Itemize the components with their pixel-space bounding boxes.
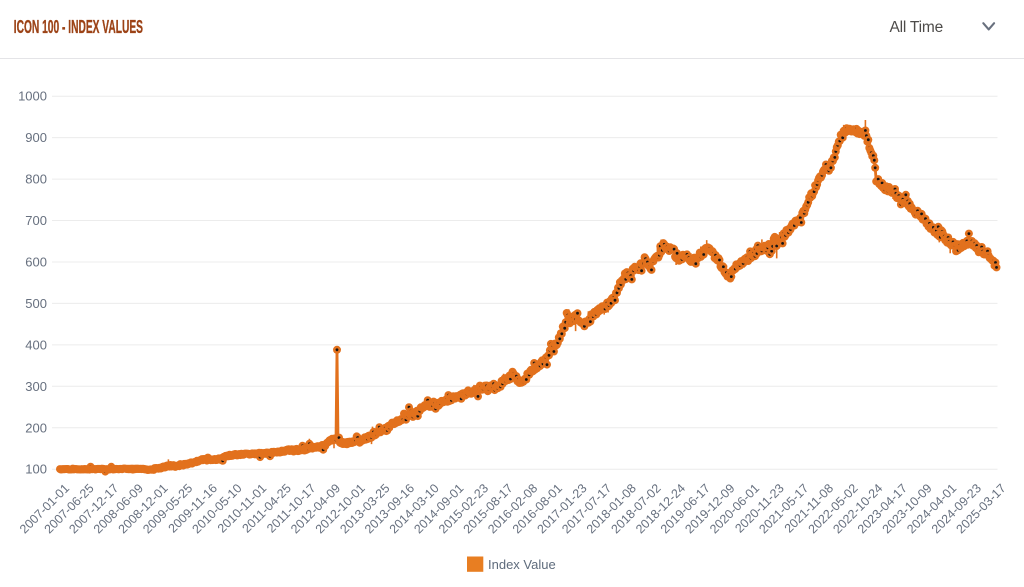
svg-text:800: 800 — [25, 172, 47, 187]
svg-text:200: 200 — [25, 420, 47, 435]
svg-text:900: 900 — [25, 130, 47, 145]
svg-text:700: 700 — [25, 213, 47, 228]
svg-text:ICON 100 - INDEX VALUES: ICON 100 - INDEX VALUES — [14, 17, 143, 38]
svg-text:Index Value: Index Value — [488, 557, 556, 572]
svg-text:1000: 1000 — [18, 89, 47, 104]
svg-text:400: 400 — [25, 337, 47, 352]
svg-text:300: 300 — [25, 379, 47, 394]
svg-text:All Time: All Time — [889, 19, 943, 36]
svg-text:600: 600 — [25, 255, 47, 270]
svg-text:100: 100 — [25, 462, 47, 477]
svg-text:500: 500 — [25, 296, 47, 311]
